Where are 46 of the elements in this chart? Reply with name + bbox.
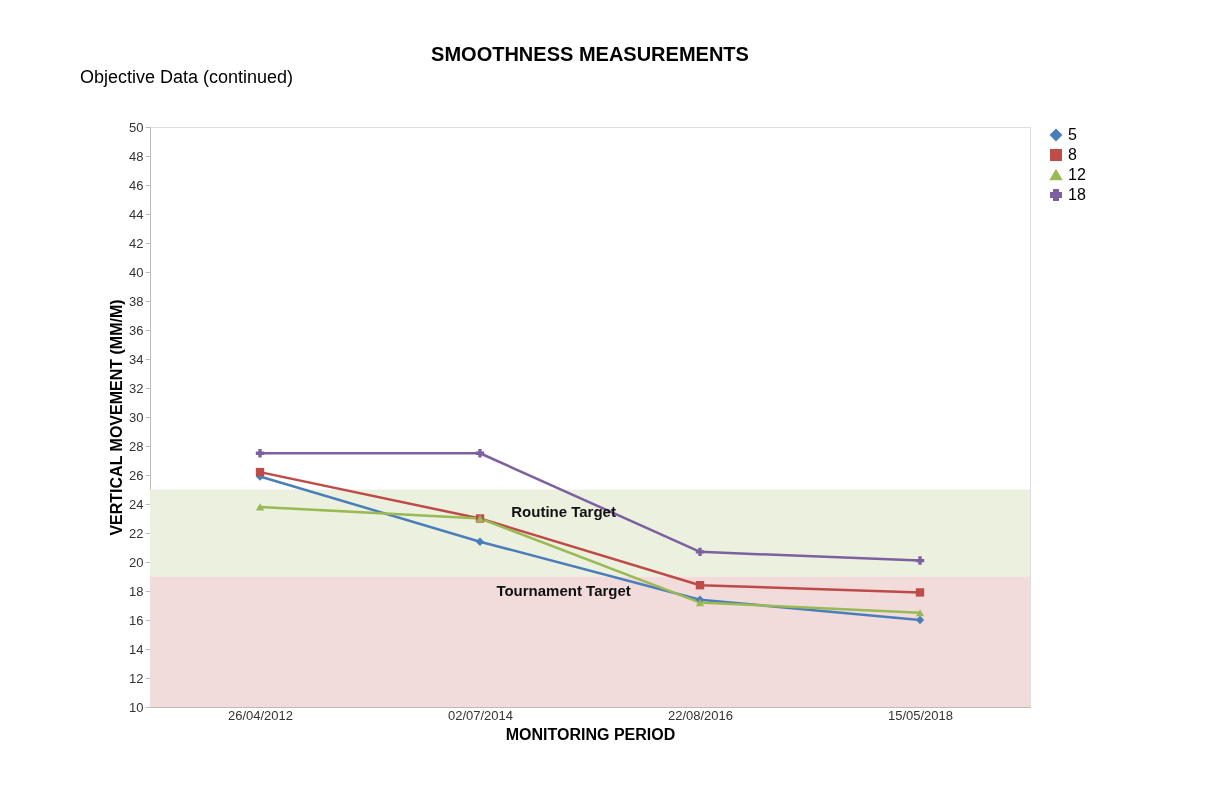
y-tick-label: 24 xyxy=(129,496,144,512)
y-tick-label: 36 xyxy=(129,322,144,338)
y-tick-label: 34 xyxy=(129,351,144,367)
y-tick-label: 18 xyxy=(129,583,144,599)
y-tick-label: 26 xyxy=(129,467,144,483)
y-tick-label: 42 xyxy=(129,235,144,251)
y-tick-label: 50 xyxy=(129,119,144,135)
y-tick-label: 48 xyxy=(129,148,144,164)
point xyxy=(915,588,925,597)
y-tick-label: 38 xyxy=(129,293,144,309)
legend-label: 8 xyxy=(1068,146,1077,163)
text: Objective Data (continued) xyxy=(80,67,294,87)
x-tick-label: 02/07/2014 xyxy=(447,707,514,723)
x-tick-label: 26/04/2012 xyxy=(227,707,294,723)
y-tick-label: 14 xyxy=(129,641,144,657)
band-label: Tournament Target xyxy=(496,581,631,599)
y-tick-label: 10 xyxy=(129,699,144,715)
point xyxy=(695,547,705,557)
point xyxy=(695,581,705,590)
y-tick-label: 22 xyxy=(129,525,144,541)
y-axis-title: VERTICAL MOVEMENT (MM/M) xyxy=(108,299,126,536)
y-tick-label: 30 xyxy=(129,409,144,425)
point xyxy=(475,537,485,546)
band-label: Routine Target xyxy=(511,502,616,520)
y-tick-label: 28 xyxy=(129,438,144,454)
y-tick-label: 40 xyxy=(129,264,144,280)
point xyxy=(255,503,265,511)
point xyxy=(915,556,925,565)
x-tick-label: 15/05/2018 xyxy=(887,707,954,723)
point xyxy=(255,449,265,458)
y-tick-label: 46 xyxy=(129,177,144,193)
legend-label: 12 xyxy=(1068,166,1086,183)
legend-label: 18 xyxy=(1068,186,1086,203)
point xyxy=(255,467,265,477)
x-axis-title: MONITORING PERIOD xyxy=(505,725,676,743)
point xyxy=(915,609,925,617)
y-tick-label: 44 xyxy=(129,206,144,222)
chart-title: SMOOTHNESS MEASUREMENTS xyxy=(431,43,749,65)
y-tick-label: 32 xyxy=(129,380,144,396)
point xyxy=(915,615,925,625)
x-tick-label: 22/08/2016 xyxy=(667,707,734,723)
legend-label: 5 xyxy=(1068,126,1077,143)
point xyxy=(475,449,485,458)
y-tick-label: 12 xyxy=(129,670,144,686)
y-tick-label: 16 xyxy=(129,612,144,628)
y-tick-label: 20 xyxy=(129,554,144,570)
